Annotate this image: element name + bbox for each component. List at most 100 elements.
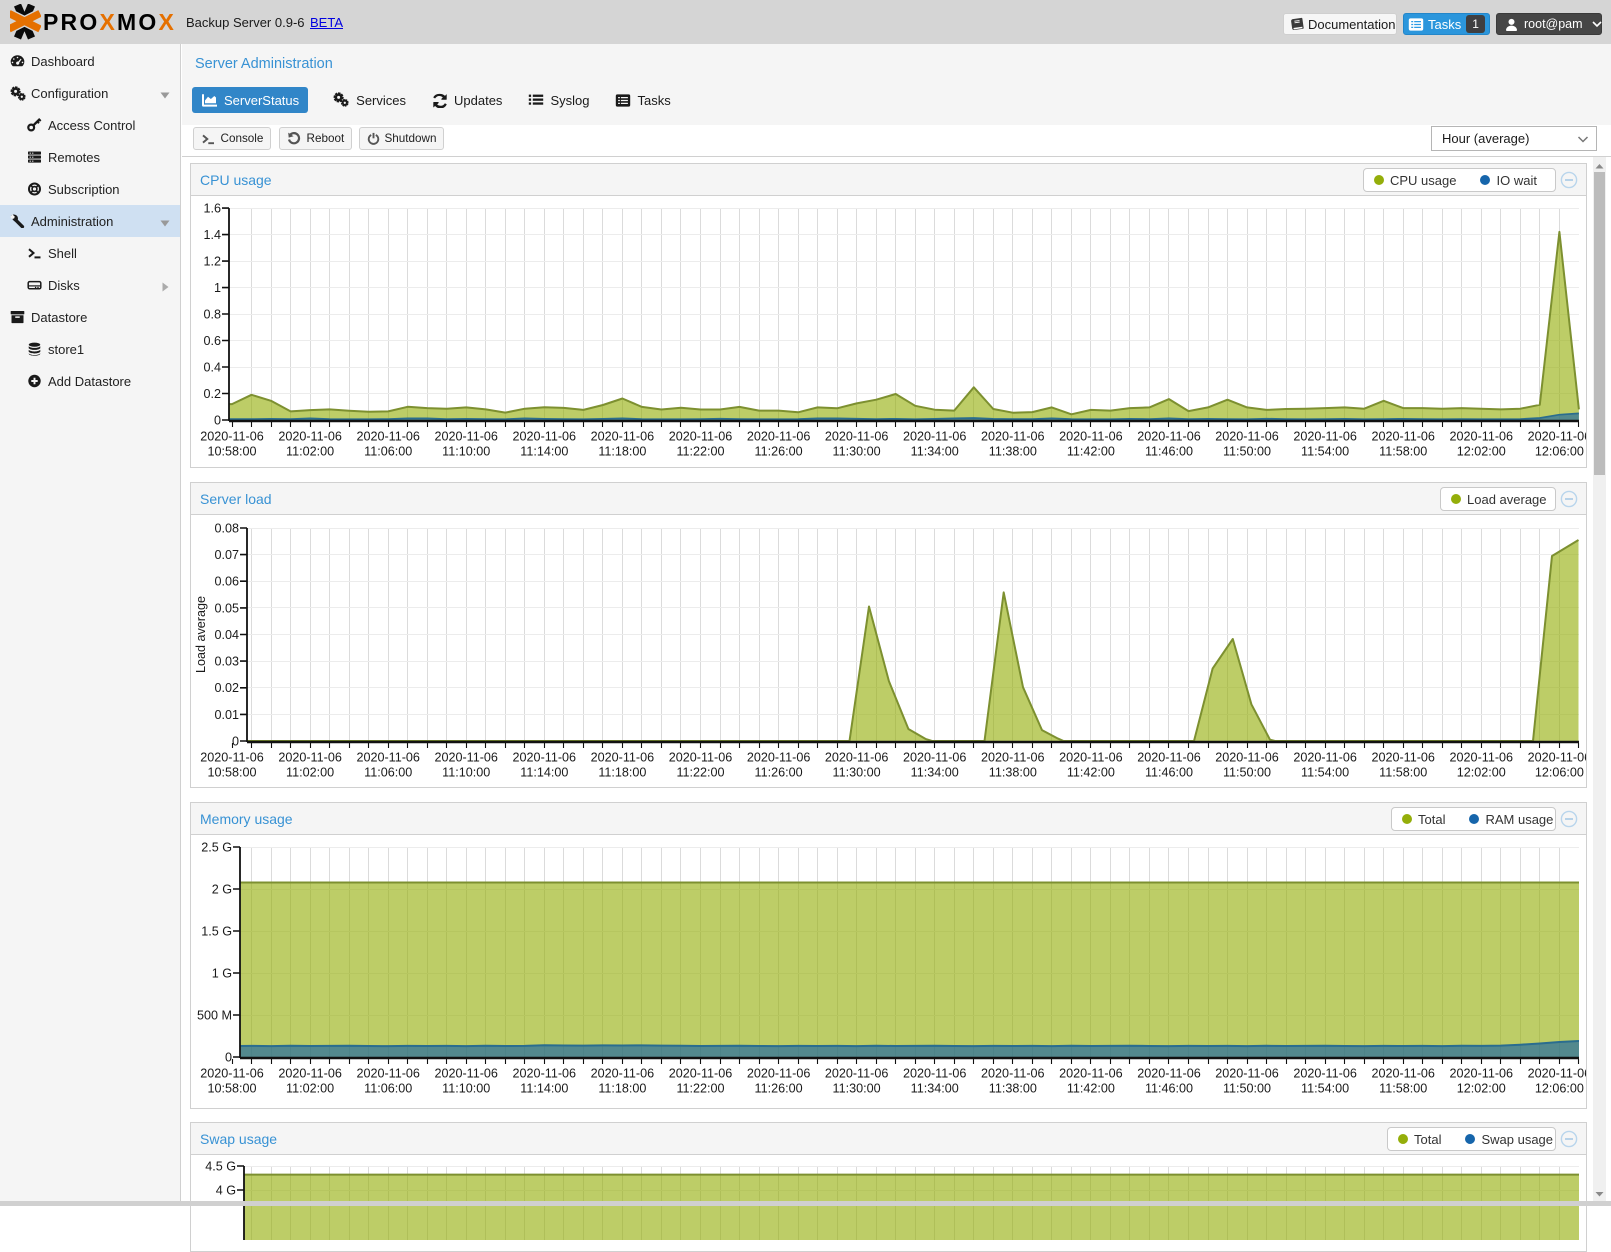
svg-text:2020-11-06: 2020-11-06 — [200, 751, 264, 765]
svg-text:0: 0 — [214, 413, 221, 427]
svg-text:4 G: 4 G — [216, 1183, 236, 1197]
svg-text:11:06:00: 11:06:00 — [364, 445, 412, 459]
svg-text:11:46:00: 11:46:00 — [1145, 766, 1193, 780]
svg-text:2020-11-06: 2020-11-06 — [981, 430, 1045, 444]
svg-text:2020-11-06: 2020-11-06 — [591, 1067, 655, 1081]
svg-text:0.06: 0.06 — [214, 575, 239, 589]
svg-text:2 G: 2 G — [212, 882, 232, 896]
svg-text:2020-11-06: 2020-11-06 — [513, 430, 577, 444]
svg-text:2020-11-06: 2020-11-06 — [200, 1067, 264, 1081]
svg-text:11:02:00: 11:02:00 — [286, 1082, 334, 1096]
svg-text:11:22:00: 11:22:00 — [676, 1082, 724, 1096]
svg-text:11:18:00: 11:18:00 — [598, 1082, 646, 1096]
svg-text:2020-11-06: 2020-11-06 — [1371, 751, 1435, 765]
svg-text:2020-11-06: 2020-11-06 — [1059, 751, 1123, 765]
svg-text:2020-11-06: 2020-11-06 — [981, 1067, 1045, 1081]
svg-text:1.4: 1.4 — [203, 228, 221, 242]
svg-text:2020-11-06: 2020-11-06 — [747, 1067, 811, 1081]
svg-text:2020-11-06: 2020-11-06 — [1371, 430, 1435, 444]
svg-text:11:58:00: 11:58:00 — [1379, 1082, 1427, 1096]
svg-text:11:50:00: 11:50:00 — [1223, 1082, 1271, 1096]
svg-text:0: 0 — [232, 734, 239, 748]
svg-text:2020-11-06: 2020-11-06 — [903, 1067, 967, 1081]
svg-text:11:02:00: 11:02:00 — [286, 445, 334, 459]
svg-text:11:58:00: 11:58:00 — [1379, 445, 1427, 459]
svg-text:2020-11-06: 2020-11-06 — [1528, 1067, 1586, 1081]
svg-text:0.07: 0.07 — [214, 548, 239, 562]
svg-text:2020-11-06: 2020-11-06 — [356, 1067, 420, 1081]
svg-text:2020-11-06: 2020-11-06 — [1450, 430, 1514, 444]
svg-text:2020-11-06: 2020-11-06 — [1528, 751, 1586, 765]
svg-text:2020-11-06: 2020-11-06 — [669, 1067, 733, 1081]
svg-text:Load average: Load average — [194, 596, 208, 673]
svg-text:0.6: 0.6 — [203, 334, 221, 348]
svg-text:2020-11-06: 2020-11-06 — [1371, 1067, 1435, 1081]
svg-text:2020-11-06: 2020-11-06 — [1137, 430, 1201, 444]
svg-text:1.5 G: 1.5 G — [201, 924, 232, 938]
svg-text:2020-11-06: 2020-11-06 — [434, 1067, 498, 1081]
svg-text:2020-11-06: 2020-11-06 — [1450, 1067, 1514, 1081]
svg-text:2020-11-06: 2020-11-06 — [1293, 430, 1357, 444]
svg-text:2020-11-06: 2020-11-06 — [1293, 1067, 1357, 1081]
svg-text:2020-11-06: 2020-11-06 — [356, 430, 420, 444]
svg-text:12:06:00: 12:06:00 — [1535, 445, 1584, 459]
svg-text:2020-11-06: 2020-11-06 — [825, 751, 889, 765]
svg-text:4.5 G: 4.5 G — [205, 1159, 236, 1173]
svg-text:1 G: 1 G — [212, 966, 232, 980]
svg-text:2.5 G: 2.5 G — [201, 840, 232, 854]
svg-text:2020-11-06: 2020-11-06 — [434, 430, 498, 444]
svg-text:11:50:00: 11:50:00 — [1223, 766, 1271, 780]
svg-text:11:10:00: 11:10:00 — [442, 445, 490, 459]
svg-text:11:58:00: 11:58:00 — [1379, 766, 1427, 780]
svg-text:11:46:00: 11:46:00 — [1145, 445, 1193, 459]
svg-text:2020-11-06: 2020-11-06 — [1450, 751, 1514, 765]
svg-text:2020-11-06: 2020-11-06 — [747, 751, 811, 765]
svg-text:0.8: 0.8 — [203, 307, 221, 321]
svg-text:0.05: 0.05 — [214, 601, 239, 615]
svg-text:2020-11-06: 2020-11-06 — [1215, 751, 1279, 765]
svg-text:2020-11-06: 2020-11-06 — [1137, 1067, 1201, 1081]
svg-text:2020-11-06: 2020-11-06 — [825, 430, 889, 444]
svg-text:11:14:00: 11:14:00 — [520, 766, 568, 780]
svg-text:2020-11-06: 2020-11-06 — [1215, 1067, 1279, 1081]
svg-text:2020-11-06: 2020-11-06 — [1528, 430, 1586, 444]
svg-text:2020-11-06: 2020-11-06 — [1293, 751, 1357, 765]
svg-text:2020-11-06: 2020-11-06 — [669, 430, 733, 444]
svg-text:11:06:00: 11:06:00 — [364, 766, 412, 780]
svg-text:10:58:00: 10:58:00 — [207, 766, 256, 780]
svg-text:10:58:00: 10:58:00 — [207, 1082, 256, 1096]
svg-text:11:42:00: 11:42:00 — [1067, 1082, 1115, 1096]
svg-text:2020-11-06: 2020-11-06 — [903, 751, 967, 765]
svg-text:2020-11-06: 2020-11-06 — [903, 430, 967, 444]
svg-text:2020-11-06: 2020-11-06 — [1215, 430, 1279, 444]
svg-text:11:34:00: 11:34:00 — [911, 445, 959, 459]
svg-text:0.2: 0.2 — [203, 387, 221, 401]
svg-text:2020-11-06: 2020-11-06 — [278, 751, 342, 765]
svg-text:2020-11-06: 2020-11-06 — [513, 1067, 577, 1081]
svg-text:2020-11-06: 2020-11-06 — [1137, 751, 1201, 765]
svg-text:11:10:00: 11:10:00 — [442, 766, 490, 780]
svg-text:0.01: 0.01 — [214, 708, 239, 722]
svg-text:11:14:00: 11:14:00 — [520, 1082, 568, 1096]
svg-text:2020-11-06: 2020-11-06 — [200, 430, 264, 444]
svg-text:11:26:00: 11:26:00 — [755, 766, 803, 780]
svg-text:12:02:00: 12:02:00 — [1457, 1082, 1506, 1096]
svg-text:11:18:00: 11:18:00 — [598, 445, 646, 459]
svg-text:11:54:00: 11:54:00 — [1301, 445, 1349, 459]
svg-text:0.08: 0.08 — [214, 521, 239, 535]
svg-text:12:02:00: 12:02:00 — [1457, 766, 1506, 780]
svg-text:11:38:00: 11:38:00 — [989, 445, 1037, 459]
svg-text:11:02:00: 11:02:00 — [286, 766, 334, 780]
svg-text:12:02:00: 12:02:00 — [1457, 445, 1506, 459]
svg-text:11:38:00: 11:38:00 — [989, 1082, 1037, 1096]
svg-text:2020-11-06: 2020-11-06 — [513, 751, 577, 765]
svg-text:1.6: 1.6 — [203, 202, 221, 216]
svg-text:11:42:00: 11:42:00 — [1067, 445, 1115, 459]
svg-text:11:38:00: 11:38:00 — [989, 766, 1037, 780]
svg-text:11:50:00: 11:50:00 — [1223, 445, 1271, 459]
svg-text:11:14:00: 11:14:00 — [520, 445, 568, 459]
svg-text:11:26:00: 11:26:00 — [755, 445, 803, 459]
svg-text:2020-11-06: 2020-11-06 — [747, 430, 811, 444]
svg-text:11:06:00: 11:06:00 — [364, 1082, 412, 1096]
svg-text:2020-11-06: 2020-11-06 — [825, 1067, 889, 1081]
